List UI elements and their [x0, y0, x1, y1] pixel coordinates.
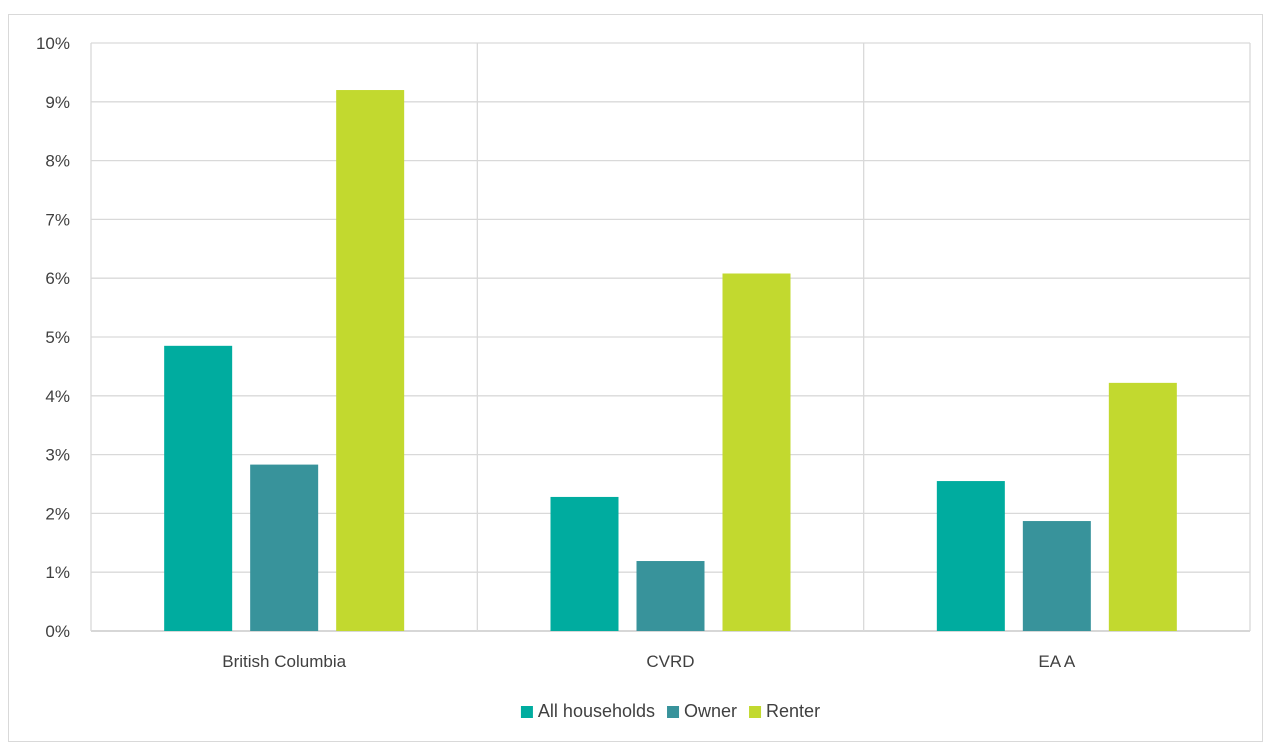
bar: [1109, 383, 1177, 631]
legend-swatch: [667, 706, 679, 718]
bar: [250, 465, 318, 631]
y-tick-label: 9%: [45, 93, 70, 112]
y-tick-label: 4%: [45, 387, 70, 406]
bar: [164, 346, 232, 631]
y-tick-label: 7%: [45, 210, 70, 229]
y-tick-label: 0%: [45, 622, 70, 641]
y-tick-label: 10%: [36, 34, 70, 53]
x-category-label: EA A: [1038, 652, 1076, 671]
legend-label: Owner: [684, 701, 737, 721]
legend-swatch: [749, 706, 761, 718]
legend-label: Renter: [766, 701, 820, 721]
bar: [551, 497, 619, 631]
y-tick-label: 3%: [45, 446, 70, 465]
bar: [336, 90, 404, 631]
legend-swatch: [521, 706, 533, 718]
y-tick-label: 5%: [45, 328, 70, 347]
y-tick-label: 2%: [45, 504, 70, 523]
bar: [937, 481, 1005, 631]
y-tick-label: 1%: [45, 563, 70, 582]
y-tick-label: 8%: [45, 152, 70, 171]
legend-label: All households: [538, 701, 655, 721]
bar: [723, 273, 791, 631]
x-category-label: British Columbia: [222, 652, 346, 671]
bar: [1023, 521, 1091, 631]
x-category-label: CVRD: [646, 652, 694, 671]
bar: [637, 561, 705, 631]
y-tick-label: 6%: [45, 269, 70, 288]
